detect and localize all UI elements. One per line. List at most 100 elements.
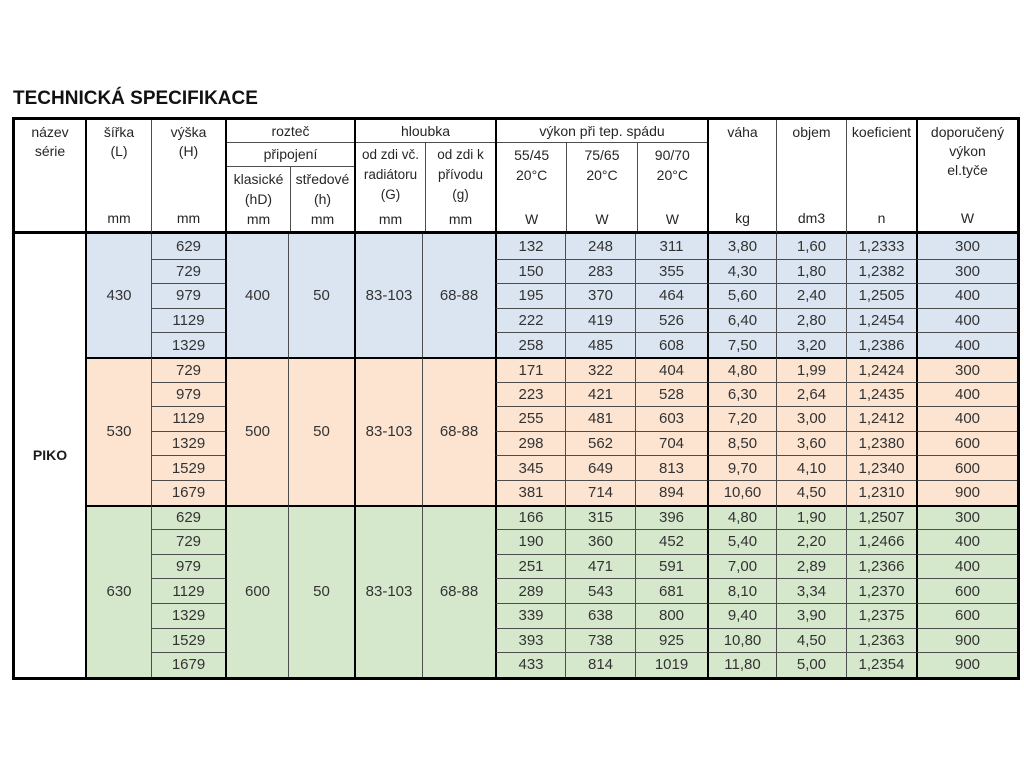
header-power-col-7565: 75/65 20°C W bbox=[566, 143, 636, 231]
coefficient-cell: 1,2363 bbox=[846, 627, 916, 653]
header-height: výška (H) mm bbox=[151, 120, 225, 234]
volume-cell: 4,10 bbox=[776, 455, 846, 480]
power-90-70-cell: 813 bbox=[635, 455, 707, 480]
pitch-classic-cell: 400 bbox=[225, 234, 288, 357]
height-cell: 1129 bbox=[151, 406, 225, 431]
header-depth-supply-symbol: (g) bbox=[452, 187, 469, 202]
header-width-line1: šířka bbox=[103, 124, 135, 140]
coefficient-cell: 1,2370 bbox=[846, 578, 916, 603]
power-55-45-cell: 222 bbox=[495, 307, 565, 333]
power-75-65-cell: 283 bbox=[565, 258, 635, 284]
header-depth-wall-line2: radiátoru bbox=[363, 167, 418, 182]
header-power-9070-unit: W bbox=[665, 211, 679, 227]
coefficient-cell: 1,2375 bbox=[846, 602, 916, 628]
coefficient-cell: 1,2424 bbox=[846, 356, 916, 382]
volume-cell: 2,80 bbox=[776, 307, 846, 333]
power-55-45-cell: 150 bbox=[495, 258, 565, 284]
power-90-70-cell: 528 bbox=[635, 381, 707, 407]
weight-cell: 7,50 bbox=[707, 332, 776, 357]
power-55-45-cell: 339 bbox=[495, 602, 565, 628]
power-90-70-cell: 396 bbox=[635, 504, 707, 530]
power-75-65-cell: 814 bbox=[565, 652, 635, 677]
header-depth-wall-symbol: (G) bbox=[380, 187, 401, 202]
spec-table: název série šířka (L) mm výška (H) mm ro… bbox=[12, 117, 1020, 680]
volume-cell: 2,20 bbox=[776, 529, 846, 554]
weight-cell: 8,10 bbox=[707, 578, 776, 603]
header-volume-label: objem bbox=[792, 124, 831, 140]
width-cell: 430 bbox=[85, 234, 151, 357]
pitch-classic-cell: 600 bbox=[225, 504, 288, 677]
pitch-central-cell: 50 bbox=[288, 504, 354, 677]
header-power-label: výkon při tep. spádu bbox=[497, 120, 707, 143]
header-depth-wall-unit: mm bbox=[378, 211, 403, 227]
power-55-45-cell: 251 bbox=[495, 553, 565, 579]
header-coefficient-unit: n bbox=[877, 210, 886, 226]
header-coefficient-label: koeficient bbox=[851, 124, 912, 140]
power-75-65-cell: 322 bbox=[565, 356, 635, 382]
power-75-65-cell: 485 bbox=[565, 332, 635, 357]
header-coefficient: koeficient n bbox=[846, 120, 916, 234]
header-pitch-line1: rozteč bbox=[227, 120, 354, 143]
weight-cell: 4,30 bbox=[707, 258, 776, 284]
depth-supply-cell: 68-88 bbox=[422, 356, 495, 505]
header-depth-supply-line2: přívodu bbox=[437, 167, 484, 182]
power-55-45-cell: 195 bbox=[495, 283, 565, 308]
power-55-45-cell: 171 bbox=[495, 356, 565, 382]
power-75-65-cell: 649 bbox=[565, 455, 635, 480]
power-90-70-cell: 526 bbox=[635, 307, 707, 333]
recommended-power-cell: 900 bbox=[916, 479, 1017, 505]
header-height-line2: (H) bbox=[178, 143, 199, 159]
header-power-7565-unit: W bbox=[595, 211, 609, 227]
header-name-line2: série bbox=[34, 143, 66, 159]
recommended-power-cell: 400 bbox=[916, 529, 1017, 554]
recommended-power-cell: 400 bbox=[916, 381, 1017, 407]
recommended-power-cell: 400 bbox=[916, 553, 1017, 579]
header-width: šířka (L) mm bbox=[85, 120, 151, 234]
header-power-5545-gradient: 55/45 bbox=[514, 147, 550, 163]
height-cell: 979 bbox=[151, 283, 225, 308]
header-recommended-unit: W bbox=[960, 210, 975, 226]
coefficient-cell: 1,2412 bbox=[846, 406, 916, 431]
series-name-cell: PIKO bbox=[15, 234, 85, 677]
power-55-45-cell: 132 bbox=[495, 234, 565, 259]
depth-supply-cell: 68-88 bbox=[422, 504, 495, 677]
power-75-65-cell: 714 bbox=[565, 479, 635, 505]
header-pitch-classic-symbol: (hD) bbox=[244, 191, 273, 207]
recommended-power-cell: 600 bbox=[916, 430, 1017, 456]
recommended-power-cell: 300 bbox=[916, 234, 1017, 259]
header-power-col-9070: 90/70 20°C W bbox=[636, 143, 707, 231]
volume-cell: 4,50 bbox=[776, 479, 846, 505]
power-55-45-cell: 298 bbox=[495, 430, 565, 456]
header-power-9070-gradient: 90/70 bbox=[654, 147, 690, 163]
header-pitch-line2: připojení bbox=[227, 143, 354, 167]
recommended-power-cell: 400 bbox=[916, 307, 1017, 333]
header-depth-supply-line1: od zdi k bbox=[437, 147, 484, 162]
header-name-series: název série bbox=[15, 120, 85, 234]
height-cell: 629 bbox=[151, 234, 225, 259]
height-cell: 1129 bbox=[151, 307, 225, 333]
power-55-45-cell: 223 bbox=[495, 381, 565, 407]
header-depth-supply-unit: mm bbox=[448, 211, 473, 227]
power-75-65-cell: 471 bbox=[565, 553, 635, 579]
power-75-65-cell: 562 bbox=[565, 430, 635, 456]
power-55-45-cell: 258 bbox=[495, 332, 565, 357]
height-cell: 1679 bbox=[151, 652, 225, 677]
pitch-classic-cell: 500 bbox=[225, 356, 288, 505]
recommended-power-cell: 400 bbox=[916, 332, 1017, 357]
pitch-central-cell: 50 bbox=[288, 234, 354, 357]
power-75-65-cell: 738 bbox=[565, 627, 635, 653]
volume-cell: 1,80 bbox=[776, 258, 846, 284]
header-pitch-central-unit: mm bbox=[310, 211, 335, 227]
coefficient-cell: 1,2366 bbox=[846, 553, 916, 579]
recommended-power-cell: 300 bbox=[916, 356, 1017, 382]
volume-cell: 3,90 bbox=[776, 602, 846, 628]
volume-cell: 1,99 bbox=[776, 356, 846, 382]
header-depth-wall: od zdi vč. radiátoru (G) mm bbox=[356, 143, 425, 231]
header-width-line2: (L) bbox=[110, 143, 128, 159]
weight-cell: 9,40 bbox=[707, 602, 776, 628]
power-90-70-cell: 681 bbox=[635, 578, 707, 603]
power-55-45-cell: 433 bbox=[495, 652, 565, 677]
weight-cell: 11,80 bbox=[707, 652, 776, 677]
recommended-power-cell: 600 bbox=[916, 455, 1017, 480]
header-weight-label: váha bbox=[727, 124, 758, 140]
